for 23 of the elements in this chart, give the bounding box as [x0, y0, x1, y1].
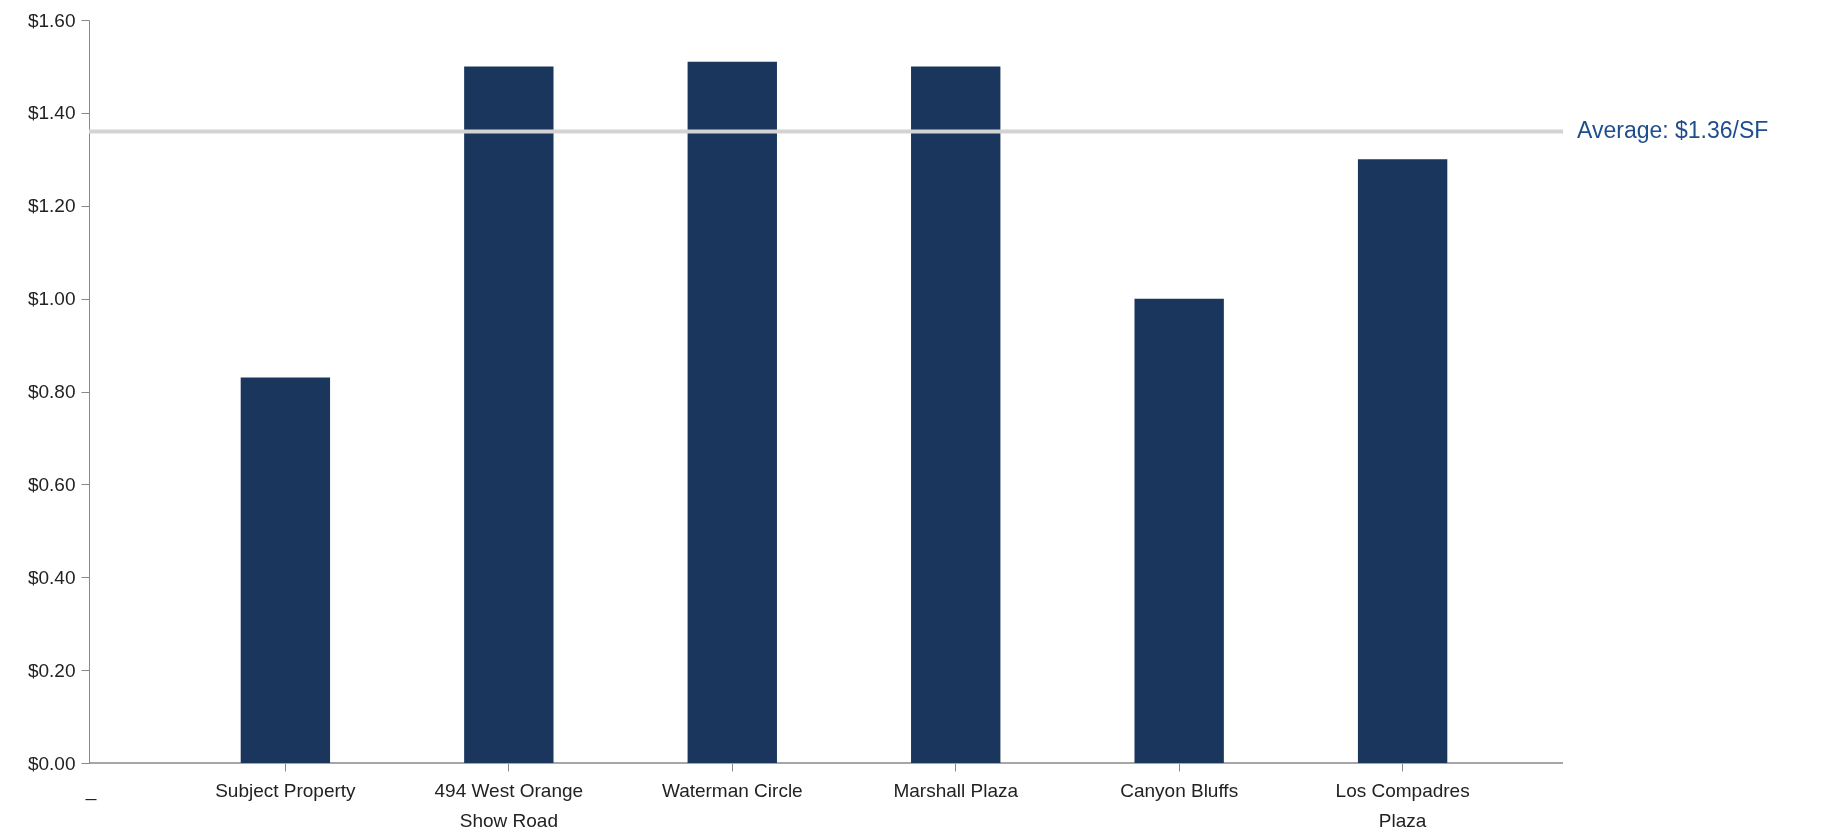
text: _	[84, 779, 97, 801]
x-tick-label: Marshall Plaza	[893, 779, 1019, 801]
x-tick-label: 494 West Orange Show Road	[434, 779, 584, 831]
y-tick-label: $1.20	[27, 195, 76, 217]
y-tick-label: $0.40	[27, 566, 76, 588]
y-tick-label: $0.60	[27, 473, 76, 495]
y-tick-label: $1.60	[27, 9, 76, 31]
x-tick-label: Subject Property	[215, 779, 357, 801]
x-tick-label: Los Compadres Plaza	[1335, 779, 1470, 831]
bar	[1357, 159, 1448, 763]
bar	[911, 66, 1001, 763]
ref-line-label: Average: $1.36/SF	[1577, 117, 1769, 144]
x-tick-label: Waterman Circle	[661, 779, 803, 801]
bar	[1134, 298, 1224, 763]
bar	[240, 377, 331, 763]
y-tick-label: $0.20	[27, 659, 76, 681]
y-tick-label: $1.00	[27, 288, 76, 310]
bar	[687, 61, 777, 763]
y-tick-label: $0.00	[27, 752, 76, 774]
bar	[464, 66, 554, 763]
y-tick-label: $1.40	[27, 102, 76, 124]
y-tick-label: $0.80	[27, 381, 76, 402]
x-tick-label: Canyon Bluffs	[1120, 779, 1239, 801]
